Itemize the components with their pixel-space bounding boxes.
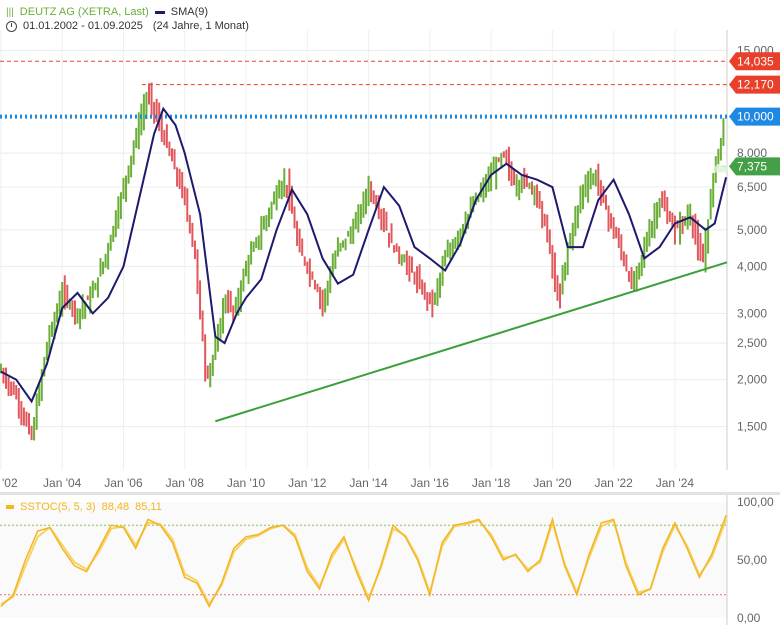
x-tick-label: Jan '18 bbox=[472, 476, 511, 490]
y-tick-label: 4,000 bbox=[737, 259, 767, 273]
period-label: 01.01.2002 - 01.09.2025 bbox=[23, 20, 143, 32]
stoch-y-tick-label: 50,00 bbox=[737, 553, 767, 567]
chart-legend: ||| DEUTZ AG (XETRA, Last) SMA(9) 01.01.… bbox=[6, 5, 249, 33]
stoch-y-tick-label: 0,00 bbox=[737, 611, 761, 625]
period-note: (24 Jahre, 1 Monat) bbox=[152, 20, 249, 32]
stoch-main-line bbox=[0, 515, 727, 609]
price-tag-label-0: 14,035 bbox=[737, 54, 774, 68]
y-tick-label: 1,500 bbox=[737, 420, 767, 434]
main-plot-bg bbox=[0, 30, 727, 470]
price-tag-label-3: 7,375 bbox=[737, 159, 767, 173]
sma-line bbox=[0, 106, 728, 404]
price-tag-0 bbox=[729, 52, 780, 71]
y-tick-label: 6,500 bbox=[737, 180, 767, 194]
x-tick-label: Jan '20 bbox=[533, 476, 572, 490]
stoch-y-tick-label: 100,00 bbox=[737, 495, 774, 509]
price-tag-label-2: 10,000 bbox=[737, 110, 774, 124]
trend-line bbox=[215, 261, 728, 423]
stoch-plot-bg bbox=[0, 502, 727, 618]
x-tick-label: Jan '12 bbox=[288, 476, 327, 490]
price-series-label: DEUTZ AG (XETRA, Last) bbox=[19, 6, 149, 18]
x-tick-label: '02 bbox=[2, 476, 18, 490]
price-tag-1 bbox=[729, 75, 780, 94]
panel-separator bbox=[0, 492, 780, 495]
x-tick-label: Jan '10 bbox=[227, 476, 266, 490]
price-band-highlight bbox=[714, 165, 727, 173]
stoch-value-2: 85,11 bbox=[135, 501, 162, 513]
y-tick-label: 3,000 bbox=[737, 306, 767, 320]
y-tick-label: 2,500 bbox=[737, 336, 767, 350]
x-tick-label: Jan '22 bbox=[594, 476, 633, 490]
stoch-swatch bbox=[6, 505, 14, 509]
x-tick-label: Jan '16 bbox=[411, 476, 450, 490]
y-tick-label: 5,000 bbox=[737, 223, 767, 237]
y-tick-label: 8,000 bbox=[737, 146, 767, 160]
x-tick-label: Jan '04 bbox=[43, 476, 82, 490]
price-tag-2 bbox=[729, 107, 780, 126]
x-tick-label: Jan '14 bbox=[349, 476, 388, 490]
stoch-value-1: 88,48 bbox=[101, 501, 130, 513]
ohlc-icon: ||| bbox=[6, 6, 14, 18]
sma-label: SMA(9) bbox=[170, 6, 209, 18]
x-tick-label: Jan '08 bbox=[166, 476, 205, 490]
x-tick-label: Jan '06 bbox=[104, 476, 143, 490]
stoch-legend: SSTOC(5, 5, 3) 88,48 85,11 bbox=[6, 501, 162, 513]
stoch-title: SSTOC(5, 5, 3) bbox=[20, 501, 96, 513]
clock-icon bbox=[6, 20, 17, 32]
sma-swatch bbox=[154, 10, 165, 14]
price-tag-3 bbox=[729, 157, 780, 176]
y-tick-label: 2,000 bbox=[737, 373, 767, 387]
price-tag-label-1: 12,170 bbox=[737, 78, 774, 92]
x-tick-label: Jan '24 bbox=[656, 476, 695, 490]
